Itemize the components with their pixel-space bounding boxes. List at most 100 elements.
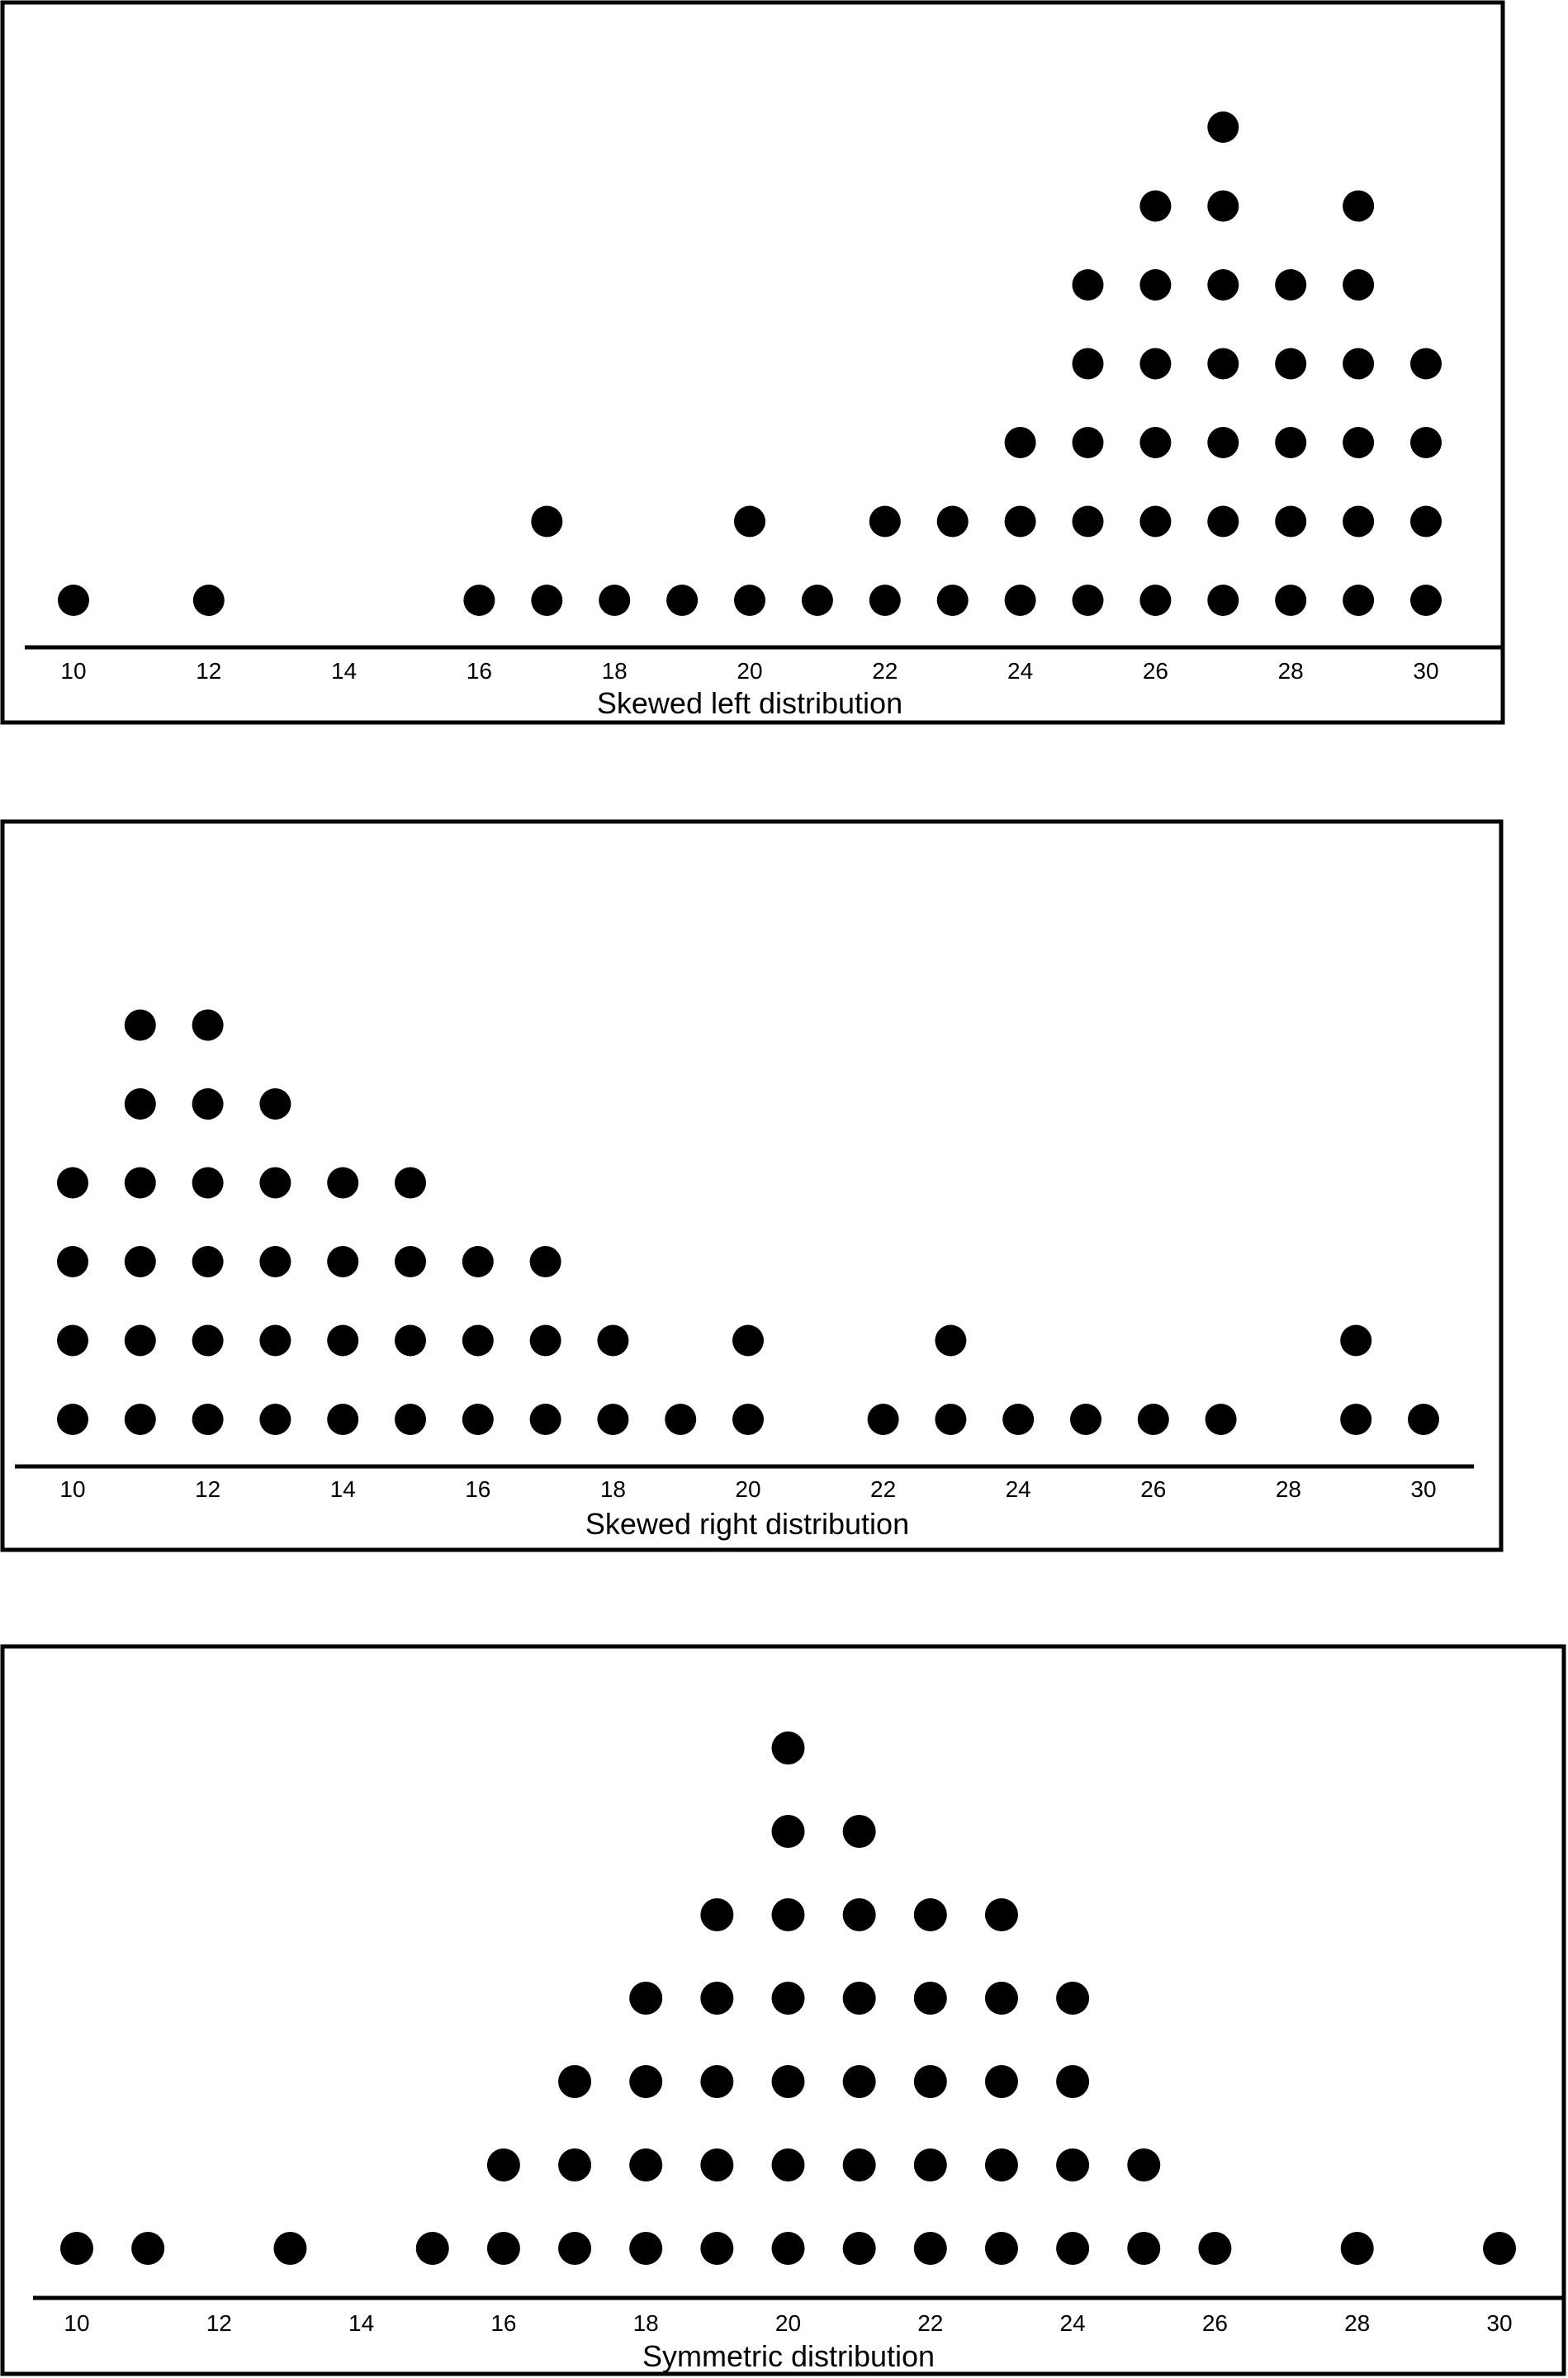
dot-point (57, 1404, 88, 1435)
dot-point (124, 1088, 156, 1120)
dot-point (1207, 190, 1239, 222)
x-tick-labels: 10 12 14 16 18 20 22 24 26 28 30 (64, 2310, 1512, 2336)
dot-point (1207, 427, 1239, 458)
dot-point (842, 1982, 876, 2015)
dot-point (1410, 585, 1442, 616)
dot-point (529, 1324, 561, 1357)
x-tick-label: 20 (775, 2310, 801, 2336)
dot-point (192, 1246, 224, 1277)
dot-point (558, 2148, 592, 2181)
dot-point (1408, 1404, 1439, 1435)
x-tick-label: 28 (1278, 658, 1304, 684)
dot-point (1275, 348, 1307, 380)
dot-point (1056, 2148, 1090, 2181)
dot-point (1340, 1404, 1372, 1435)
dot-point (913, 1898, 947, 1931)
panel-symmetric: 10 12 14 16 18 20 22 24 26 28 30 Symmetric distrib… (0, 1644, 1566, 2376)
dot-point (984, 1898, 1018, 1931)
dots (57, 1009, 1439, 1435)
dot-point (842, 1898, 876, 1931)
dot-point (124, 1167, 156, 1199)
dot-point (1002, 1404, 1035, 1435)
dot-point (1139, 427, 1172, 458)
dot-point (1207, 269, 1239, 301)
dot-point (700, 1898, 734, 1931)
dot-point (1139, 585, 1172, 616)
x-tick-label: 16 (467, 658, 492, 684)
dot-point (1275, 269, 1307, 301)
dots (60, 1731, 1516, 2265)
dot-point (842, 2065, 876, 2098)
x-tick-label: 12 (206, 2310, 232, 2336)
dot-point (913, 2065, 947, 2098)
dot-point (629, 2065, 663, 2098)
dot-point (1343, 348, 1375, 380)
dot-point (734, 585, 765, 616)
dot-point (192, 1088, 224, 1120)
x-tick-label: 10 (59, 1476, 85, 1502)
dot-point (771, 1898, 805, 1931)
x-tick-label: 22 (917, 2310, 943, 2336)
dot-point (1072, 505, 1104, 538)
x-tick-label: 24 (1006, 1476, 1031, 1502)
x-tick-label: 26 (1202, 2310, 1228, 2336)
x-axis-title: Symmetric distribution (642, 2339, 935, 2373)
x-tick-label: 24 (1007, 658, 1033, 684)
dot-point (935, 1404, 967, 1435)
dot-point (395, 1246, 426, 1277)
dot-point (192, 585, 225, 616)
x-tick-label: 18 (633, 2310, 659, 2336)
dot-point (1343, 427, 1375, 458)
x-tick-label: 16 (490, 2310, 516, 2336)
dot-point (192, 1167, 224, 1199)
dot-point (842, 1815, 876, 1848)
dot-point (771, 2232, 805, 2265)
dot-point (1275, 585, 1307, 616)
x-tick-label: 12 (195, 1476, 220, 1502)
dot-point (1198, 2232, 1232, 2265)
dot-point (415, 2232, 449, 2265)
dot-point (273, 2232, 307, 2265)
x-tick-label: 10 (64, 2310, 89, 2336)
dot-point (1343, 585, 1375, 616)
x-axis-title: Skewed left distribution (597, 686, 902, 720)
dot-point (771, 2065, 805, 2098)
dot-point (700, 2148, 734, 2181)
dot-point (395, 1404, 426, 1435)
dot-point (984, 2232, 1018, 2265)
x-tick-label: 14 (331, 658, 357, 684)
x-tick-label: 28 (1344, 2310, 1370, 2336)
x-tick-label: 30 (1486, 2310, 1512, 2336)
dot-point (771, 1815, 805, 1848)
dot-point (1343, 505, 1375, 538)
dot-point (259, 1324, 291, 1357)
dot-point (60, 2232, 93, 2265)
dot-point (486, 2232, 520, 2265)
dot-point (57, 1324, 88, 1357)
dot-point (936, 505, 969, 538)
dot-point (395, 1324, 426, 1357)
dot-point (700, 2232, 734, 2265)
dot-point (1139, 348, 1172, 380)
dot-point (463, 585, 495, 616)
dot-point (665, 1404, 697, 1435)
dot-point (984, 1982, 1018, 2015)
dot-point (1207, 505, 1239, 538)
dot-point (629, 2232, 663, 2265)
dot-point (57, 1167, 88, 1199)
dot-point (462, 1324, 494, 1357)
dot-point (1207, 111, 1239, 143)
dot-point (1275, 505, 1307, 538)
dot-point (192, 1324, 224, 1357)
dot-point (327, 1246, 359, 1277)
dot-point (867, 1404, 899, 1435)
dots (58, 111, 1442, 616)
x-tick-label: 20 (735, 1476, 760, 1502)
dot-point (1004, 505, 1036, 538)
dot-point (1483, 2232, 1516, 2265)
dot-point (1127, 2232, 1161, 2265)
dot-point (1070, 1404, 1101, 1435)
dot-point (192, 1404, 224, 1435)
x-tick-label: 26 (1140, 1476, 1166, 1502)
dot-point (124, 1324, 156, 1357)
